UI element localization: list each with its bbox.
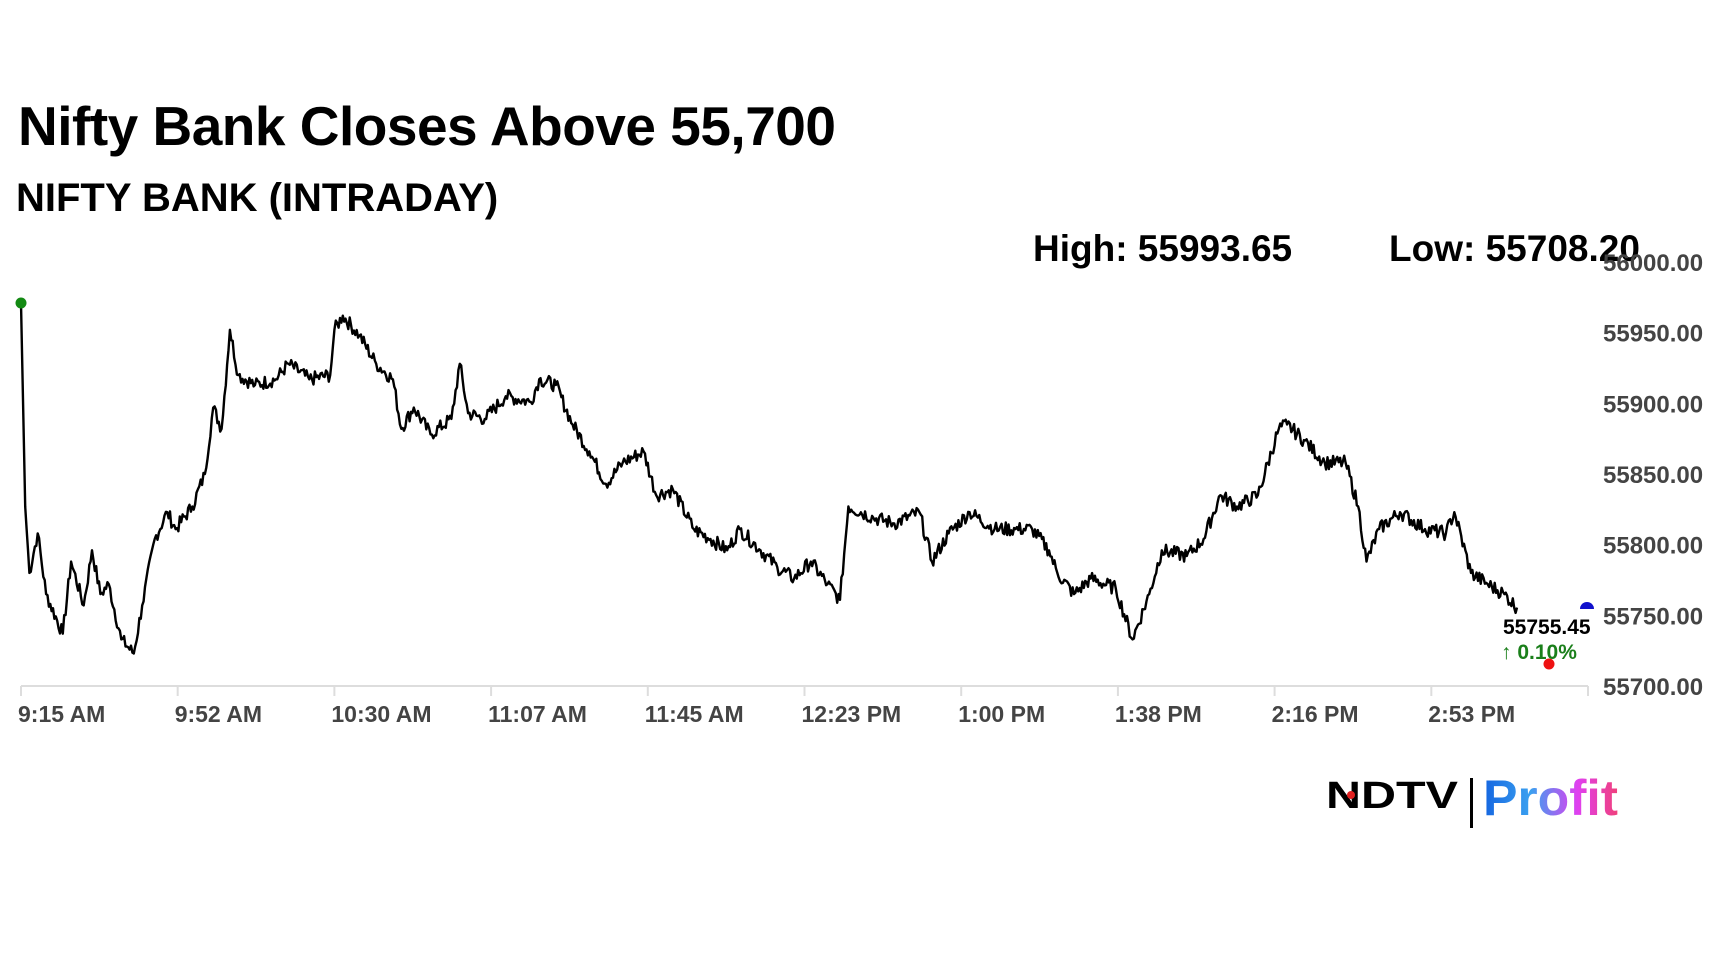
price-line	[19, 302, 1519, 655]
ndtv-profit-logo: NDTV Profit	[1320, 760, 1630, 835]
y-tick-label: 55700.00	[1603, 674, 1703, 701]
x-tick-label: 2:16 PM	[1272, 701, 1359, 727]
x-tick-label: 10:30 AM	[331, 701, 431, 727]
logo-ndtv: NDTV	[1326, 775, 1459, 817]
y-tick-label: 55950.00	[1603, 321, 1703, 348]
chart-subtitle: NIFTY BANK (INTRADAY)	[16, 176, 499, 220]
x-tick-label: 11:07 AM	[488, 701, 587, 727]
low-label: Low: 55708.20	[1389, 228, 1640, 269]
logo-dot-icon	[1347, 791, 1355, 799]
y-tick-label: 56000.00	[1603, 250, 1703, 277]
high-label: High: 55993.65	[1033, 228, 1293, 269]
close-marker	[1580, 602, 1594, 609]
x-tick-label: 12:23 PM	[802, 701, 902, 727]
y-tick-label: 55850.00	[1603, 462, 1703, 489]
open-marker	[15, 297, 27, 309]
low-marker	[1543, 658, 1555, 670]
x-tick-label: 9:52 AM	[175, 701, 262, 727]
y-tick-label: 55750.00	[1603, 603, 1703, 630]
x-tick-label: 1:00 PM	[958, 701, 1045, 727]
y-tick-label: 55900.00	[1603, 391, 1703, 418]
logo-profit: Profit	[1483, 770, 1618, 826]
x-tick-label: 11:45 AM	[645, 701, 744, 727]
page-title: Nifty Bank Closes Above 55,700	[18, 95, 836, 157]
last-value-label: 55755.45	[1503, 616, 1591, 639]
y-tick-label: 55800.00	[1603, 533, 1703, 560]
x-tick-label: 9:15 AM	[18, 701, 105, 727]
logo-divider	[1470, 778, 1473, 828]
x-tick-label: 1:38 PM	[1115, 701, 1202, 727]
change-label: ↑ 0.10%	[1501, 641, 1577, 664]
x-tick-label: 2:53 PM	[1428, 701, 1515, 727]
